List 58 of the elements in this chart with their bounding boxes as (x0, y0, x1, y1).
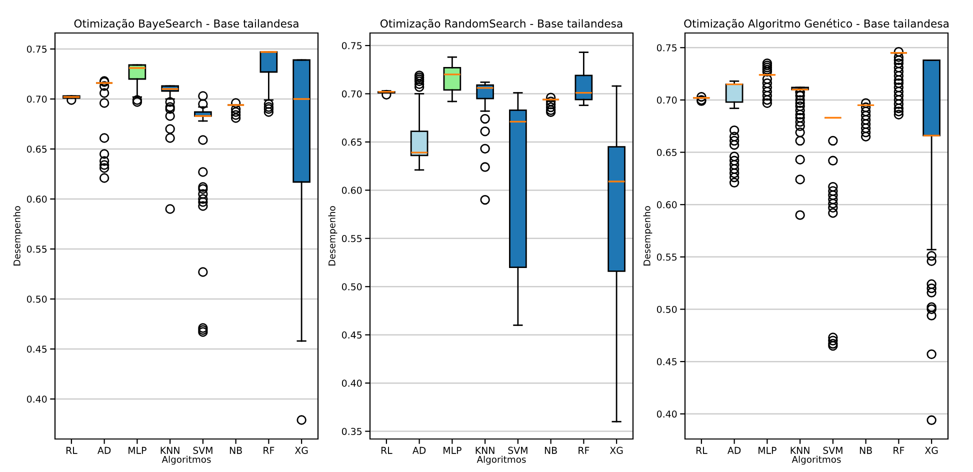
y-tick-label: 0.65 (26, 146, 47, 153)
y-tick-label: 0.75 (26, 46, 47, 53)
y-tick-label: 0.45 (656, 358, 677, 366)
y-tick-label: 0.60 (656, 201, 677, 208)
y-axis-title: Desempenho (13, 206, 22, 266)
x-tick-label: RL (66, 446, 78, 454)
y-tick-label: 0.40 (656, 410, 677, 418)
y-tick-label: 0.60 (26, 196, 47, 203)
y-tick-label: 0.45 (26, 346, 47, 353)
x-tick-label: XG (294, 446, 308, 454)
x-tick-label: NB (544, 446, 557, 454)
y-tick-label: 0.70 (342, 90, 362, 98)
x-tick-label: SVM (508, 446, 528, 454)
x-tick-label: XG (924, 446, 938, 454)
chart-title: Otimização RandomSearch - Base tailandesa (380, 19, 622, 30)
x-tick-label: RF (264, 446, 274, 454)
chart-title: Otimização Algoritmo Genético - Base tailandesa (684, 18, 948, 30)
x-tick-label: KNN (790, 446, 810, 454)
x-tick-label: AD (412, 446, 426, 454)
y-tick-label: 0.60 (342, 186, 362, 194)
y-tick-label: 0.55 (656, 254, 677, 261)
y-tick-label: 0.70 (26, 96, 47, 103)
y-tick-label: 0.40 (26, 396, 47, 403)
x-tick-label: MLP (444, 446, 462, 454)
y-tick-label: 0.50 (656, 306, 677, 313)
x-tick-label: KNN (476, 446, 494, 454)
x-tick-label: RL (696, 446, 708, 454)
y-axis-title: Desempenho (643, 206, 652, 266)
x-axis-title: Algoritmos (476, 456, 526, 465)
y-tick-label: 0.70 (656, 96, 677, 104)
x-tick-label: RF (578, 446, 590, 454)
x-axis-title: Algoritmos (162, 456, 211, 465)
y-tick-label: 0.50 (342, 283, 362, 290)
y-tick-label: 0.40 (342, 380, 362, 387)
y-tick-label: 0.45 (342, 331, 362, 339)
y-tick-label: 0.55 (26, 246, 47, 253)
x-tick-label: AD (728, 446, 741, 454)
y-tick-label: 0.75 (656, 44, 677, 52)
x-tick-label: RF (894, 446, 904, 454)
x-tick-label: AD (98, 446, 111, 454)
x-tick-label: SVM (193, 446, 212, 454)
y-tick-label: 0.35 (342, 428, 362, 436)
x-tick-label: NB (860, 446, 872, 454)
y-axis-title: Desempenho (328, 206, 338, 266)
x-tick-label: MLP (758, 446, 776, 454)
y-tick-label: 0.65 (342, 138, 362, 146)
x-tick-label: SVM (823, 446, 842, 454)
x-tick-label: KNN (160, 446, 180, 454)
y-tick-label: 0.65 (656, 148, 677, 156)
x-tick-label: NB (230, 446, 242, 454)
x-tick-label: RL (381, 446, 392, 454)
x-tick-label: MLP (128, 446, 146, 454)
y-tick-label: 0.55 (342, 234, 362, 242)
y-tick-label: 0.75 (342, 42, 362, 50)
chart-title: Otimização BayeSearch - Base tailandesa (74, 19, 298, 30)
x-tick-label: XG (610, 446, 623, 454)
y-tick-label: 0.50 (26, 296, 47, 303)
x-axis-title: Algoritmos (792, 456, 841, 465)
